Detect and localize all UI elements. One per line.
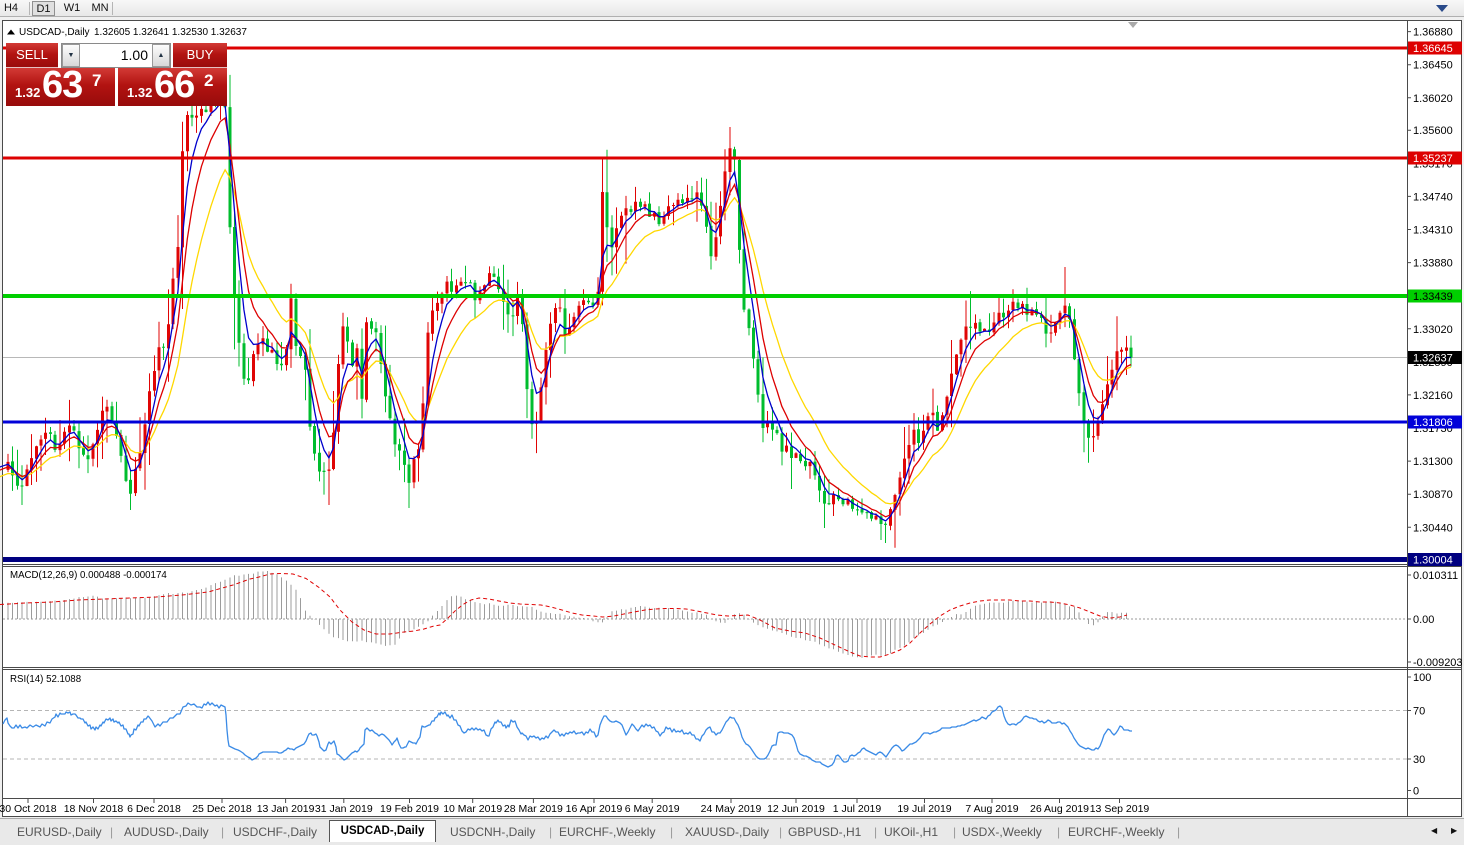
svg-text:0.010311: 0.010311 [1413, 570, 1458, 582]
svg-text:31 Jan 2019: 31 Jan 2019 [315, 803, 373, 815]
svg-text:1.36450: 1.36450 [1413, 60, 1453, 72]
svg-text:1.32637: 1.32637 [1413, 353, 1453, 365]
svg-text:USDCAD-,Daily: USDCAD-,Daily [19, 27, 90, 38]
svg-text:1.34740: 1.34740 [1413, 191, 1453, 203]
svg-text:1.30004: 1.30004 [1413, 555, 1453, 567]
svg-text:6 May 2019: 6 May 2019 [625, 803, 680, 815]
svg-text:13 Sep 2019: 13 Sep 2019 [1090, 803, 1150, 815]
svg-text:18 Nov 2018: 18 Nov 2018 [64, 803, 124, 815]
svg-text:7 Aug 2019: 7 Aug 2019 [965, 803, 1018, 815]
svg-text:1.30870: 1.30870 [1413, 489, 1453, 501]
svg-text:10 Mar 2019: 10 Mar 2019 [443, 803, 502, 815]
svg-text:1.33439: 1.33439 [1413, 291, 1453, 303]
svg-text:1.30440: 1.30440 [1413, 522, 1453, 534]
svg-text:1.33880: 1.33880 [1413, 258, 1453, 270]
svg-text:13 Jan 2019: 13 Jan 2019 [257, 803, 315, 815]
svg-text:-0.009203: -0.009203 [1413, 657, 1463, 669]
svg-text:30 Oct 2018: 30 Oct 2018 [0, 803, 57, 815]
svg-text:1.31300: 1.31300 [1413, 456, 1453, 468]
svg-text:0.00: 0.00 [1413, 614, 1434, 626]
svg-text:25 Dec 2018: 25 Dec 2018 [192, 803, 252, 815]
svg-text:1.35237: 1.35237 [1413, 153, 1453, 165]
svg-text:0: 0 [1413, 786, 1419, 798]
svg-text:12 Jun 2019: 12 Jun 2019 [767, 803, 825, 815]
svg-text:1.31806: 1.31806 [1413, 417, 1453, 429]
svg-text:26 Aug 2019: 26 Aug 2019 [1030, 803, 1089, 815]
svg-text:30: 30 [1413, 754, 1425, 766]
svg-text:1.36880: 1.36880 [1413, 27, 1453, 39]
svg-text:1.34310: 1.34310 [1413, 225, 1453, 237]
svg-text:19 Feb 2019: 19 Feb 2019 [380, 803, 439, 815]
svg-text:1.32605 1.32641 1.32530 1.3263: 1.32605 1.32641 1.32530 1.32637 [94, 27, 247, 38]
svg-text:70: 70 [1413, 706, 1425, 718]
svg-text:6 Dec 2018: 6 Dec 2018 [127, 803, 181, 815]
svg-text:19 Jul 2019: 19 Jul 2019 [897, 803, 951, 815]
svg-text:1.32160: 1.32160 [1413, 390, 1453, 402]
svg-text:16 Apr 2019: 16 Apr 2019 [566, 803, 623, 815]
svg-text:MACD(12,26,9) 0.000488 -0.0001: MACD(12,26,9) 0.000488 -0.000174 [10, 570, 167, 581]
svg-text:1.36645: 1.36645 [1413, 43, 1453, 55]
svg-text:28 Mar 2019: 28 Mar 2019 [504, 803, 563, 815]
svg-text:24 May 2019: 24 May 2019 [701, 803, 762, 815]
svg-text:1.35600: 1.35600 [1413, 125, 1453, 137]
svg-text:100: 100 [1413, 672, 1431, 684]
svg-text:1.33020: 1.33020 [1413, 324, 1453, 336]
svg-text:RSI(14) 52.1088: RSI(14) 52.1088 [10, 674, 81, 685]
svg-text:1.36020: 1.36020 [1413, 93, 1453, 105]
svg-text:1 Jul 2019: 1 Jul 2019 [833, 803, 882, 815]
